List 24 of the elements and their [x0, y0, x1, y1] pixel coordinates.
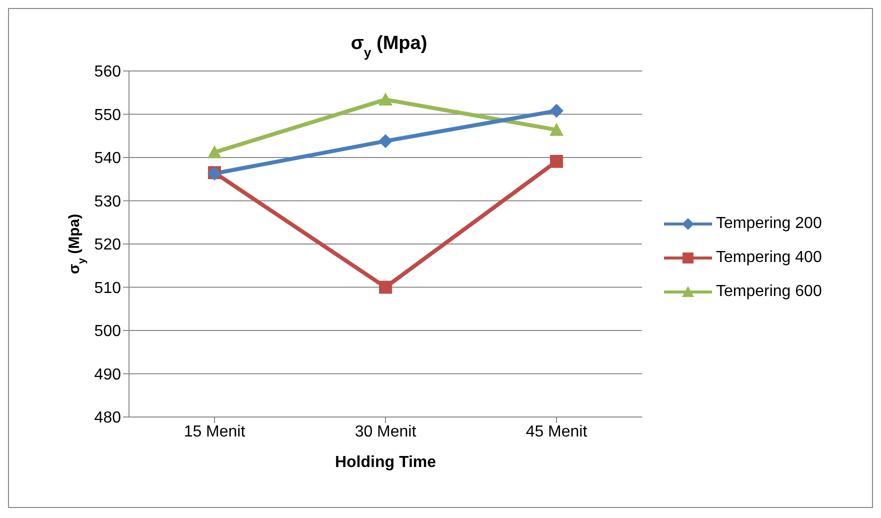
- legend-label: Tempering 400: [716, 249, 822, 267]
- point: [378, 92, 392, 106]
- y-tick-label: 490: [94, 366, 122, 384]
- point: [379, 280, 392, 294]
- y-tick-label: 560: [94, 64, 122, 81]
- point: [208, 145, 222, 158]
- y-tick-label: 510: [94, 280, 122, 297]
- point: [378, 134, 392, 148]
- x-tick-label: 15 Menit: [184, 423, 246, 440]
- point: [550, 122, 564, 136]
- y-tick-label: 520: [94, 236, 122, 254]
- y-tick-label: 540: [94, 150, 122, 168]
- point: [550, 104, 564, 118]
- legend-label: Tempering 200: [716, 215, 822, 233]
- x-tick-label: 45 Menit: [526, 423, 588, 440]
- point: [550, 154, 563, 168]
- legend-label: Tempering 600: [716, 283, 822, 301]
- x-tick-label: 30 Menit: [354, 423, 417, 440]
- x-axis-title: Holding Time: [334, 454, 436, 471]
- y-tick-label: 530: [94, 193, 122, 210]
- chart-title: σ$_{y}$ (Mpa): [350, 33, 428, 60]
- y-tick-label: 550: [94, 106, 122, 124]
- y-tick-label: 480: [94, 410, 122, 427]
- y-tick-label: 500: [94, 323, 122, 340]
